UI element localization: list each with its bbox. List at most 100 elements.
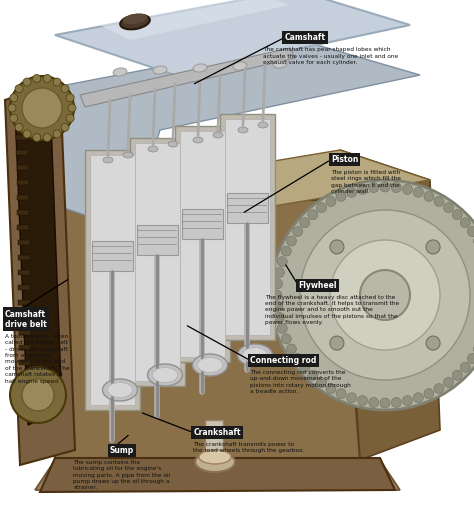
Ellipse shape bbox=[198, 357, 222, 372]
Text: Camshaft
drive belt: Camshaft drive belt bbox=[5, 310, 46, 329]
Circle shape bbox=[392, 398, 401, 407]
Circle shape bbox=[33, 133, 41, 142]
Circle shape bbox=[61, 123, 69, 131]
Circle shape bbox=[426, 336, 440, 350]
Circle shape bbox=[308, 210, 318, 220]
Bar bbox=[19, 375, 31, 380]
Bar bbox=[16, 135, 28, 140]
Ellipse shape bbox=[193, 64, 207, 72]
Circle shape bbox=[68, 104, 76, 112]
Circle shape bbox=[434, 384, 444, 393]
Ellipse shape bbox=[153, 66, 167, 74]
Ellipse shape bbox=[103, 157, 113, 163]
Circle shape bbox=[326, 384, 336, 393]
Ellipse shape bbox=[123, 13, 147, 24]
Bar bbox=[92, 241, 133, 271]
Circle shape bbox=[273, 279, 283, 289]
Polygon shape bbox=[40, 40, 420, 230]
Circle shape bbox=[282, 246, 292, 256]
Circle shape bbox=[22, 379, 54, 411]
Circle shape bbox=[330, 240, 344, 254]
Bar bbox=[17, 195, 29, 200]
Circle shape bbox=[413, 187, 423, 197]
Circle shape bbox=[10, 76, 74, 140]
Ellipse shape bbox=[238, 127, 248, 133]
Bar bbox=[220, 114, 275, 340]
Circle shape bbox=[22, 88, 62, 128]
Ellipse shape bbox=[192, 354, 228, 376]
Circle shape bbox=[357, 396, 367, 406]
Circle shape bbox=[53, 78, 61, 86]
Circle shape bbox=[326, 196, 336, 207]
Bar bbox=[19, 345, 31, 350]
Polygon shape bbox=[80, 48, 295, 107]
Circle shape bbox=[292, 353, 302, 364]
Circle shape bbox=[357, 184, 367, 194]
Bar bbox=[17, 165, 28, 170]
Ellipse shape bbox=[195, 452, 235, 472]
Bar bbox=[17, 210, 29, 215]
Bar bbox=[19, 330, 31, 335]
Bar bbox=[18, 240, 29, 245]
Circle shape bbox=[336, 389, 346, 399]
Circle shape bbox=[346, 187, 356, 197]
Bar bbox=[227, 193, 268, 223]
Circle shape bbox=[15, 123, 23, 131]
Ellipse shape bbox=[213, 132, 223, 138]
Circle shape bbox=[317, 202, 327, 213]
Ellipse shape bbox=[199, 450, 231, 464]
Text: Camshaft: Camshaft bbox=[284, 33, 325, 42]
Circle shape bbox=[15, 84, 23, 93]
Circle shape bbox=[317, 377, 327, 387]
Bar bbox=[182, 209, 223, 238]
Polygon shape bbox=[40, 200, 360, 460]
Circle shape bbox=[426, 240, 440, 254]
Circle shape bbox=[330, 336, 344, 350]
Text: Crankshaft: Crankshaft bbox=[193, 428, 241, 437]
Circle shape bbox=[424, 192, 434, 201]
Ellipse shape bbox=[148, 146, 158, 152]
Bar bbox=[18, 285, 30, 290]
Bar bbox=[17, 180, 29, 185]
Text: The connecting rod converts the
up-and-down movement of the
pistons into rotary : The connecting rod converts the up-and-d… bbox=[250, 370, 351, 394]
Ellipse shape bbox=[147, 364, 182, 386]
Circle shape bbox=[272, 290, 282, 300]
Circle shape bbox=[23, 130, 31, 138]
Circle shape bbox=[274, 268, 284, 278]
Ellipse shape bbox=[153, 368, 177, 383]
Circle shape bbox=[61, 84, 69, 93]
Circle shape bbox=[33, 75, 41, 82]
Circle shape bbox=[467, 353, 474, 364]
Circle shape bbox=[380, 182, 390, 192]
Text: A toothed belt - often
called the timing belt
- drives the camshaft
from a sproc: A toothed belt - often called the timing… bbox=[5, 334, 69, 384]
Circle shape bbox=[300, 210, 470, 380]
Circle shape bbox=[277, 256, 287, 267]
Text: The crankshaft transmits power to
the road wheels through the gearbox.: The crankshaft transmits power to the ro… bbox=[193, 442, 305, 453]
Circle shape bbox=[53, 130, 61, 138]
Ellipse shape bbox=[168, 141, 178, 147]
Text: Piston: Piston bbox=[331, 155, 358, 164]
Circle shape bbox=[369, 183, 379, 193]
Polygon shape bbox=[100, 0, 290, 40]
Ellipse shape bbox=[108, 383, 133, 398]
Circle shape bbox=[330, 240, 440, 350]
Text: Connecting rod: Connecting rod bbox=[250, 356, 317, 365]
Bar bbox=[175, 126, 230, 362]
Circle shape bbox=[300, 362, 310, 372]
Circle shape bbox=[282, 334, 292, 344]
Circle shape bbox=[336, 192, 346, 201]
Circle shape bbox=[452, 210, 462, 220]
Circle shape bbox=[346, 393, 356, 403]
Circle shape bbox=[434, 196, 444, 207]
Ellipse shape bbox=[237, 344, 273, 366]
Circle shape bbox=[424, 389, 434, 399]
Circle shape bbox=[460, 362, 470, 372]
Circle shape bbox=[286, 236, 296, 246]
Polygon shape bbox=[340, 150, 440, 460]
Bar bbox=[90, 155, 135, 405]
Circle shape bbox=[402, 396, 412, 406]
Ellipse shape bbox=[273, 60, 287, 68]
Bar bbox=[135, 143, 180, 381]
Text: Sump: Sump bbox=[110, 446, 134, 455]
Circle shape bbox=[10, 367, 66, 423]
